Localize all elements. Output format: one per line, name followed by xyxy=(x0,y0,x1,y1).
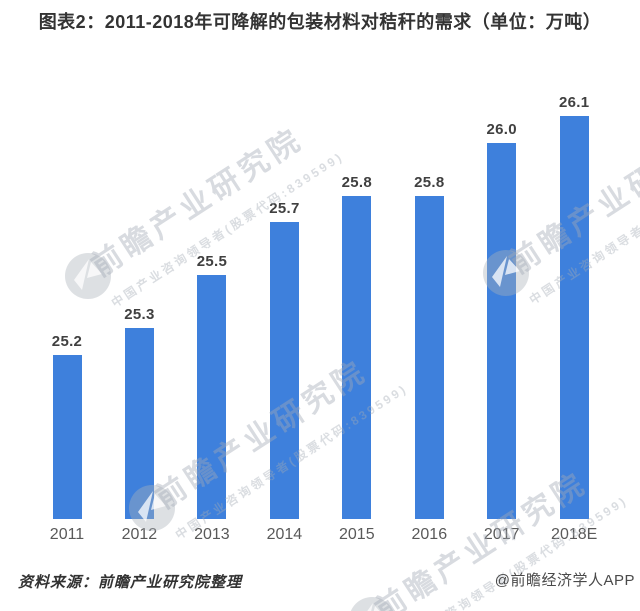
x-tick-2012: 2012 xyxy=(121,526,158,543)
bar-2016 xyxy=(414,196,444,519)
value-label-2012: 25.3 xyxy=(124,306,155,323)
value-label-2013: 25.5 xyxy=(196,253,228,270)
bar-2017 xyxy=(487,143,517,519)
value-label-2014: 25.7 xyxy=(269,200,300,217)
bar-2013 xyxy=(197,275,227,519)
bar-2012 xyxy=(124,328,154,519)
bar-2014 xyxy=(269,222,299,519)
bar-2015 xyxy=(342,196,372,519)
value-label-2017: 26.0 xyxy=(486,121,517,138)
chart-title: 图表2：2011-2018年可降解的包装材料对秸秆的需求（单位：万吨） xyxy=(38,12,602,32)
x-tick-2018E: 2018E xyxy=(551,526,598,543)
value-label-2015: 25.8 xyxy=(341,174,372,191)
value-label-2011: 25.2 xyxy=(51,333,83,350)
source-note: 资料来源：前瞻产业研究院整理 xyxy=(18,574,243,591)
value-label-2018E: 26.1 xyxy=(558,94,590,111)
x-tick-2016: 2016 xyxy=(411,526,448,543)
app-credit: @前瞻经济学人APP xyxy=(494,572,635,589)
value-label-2016: 25.8 xyxy=(414,174,445,191)
bar-2011 xyxy=(52,355,82,519)
x-tick-2013: 2013 xyxy=(194,526,230,543)
bar-2018E xyxy=(559,116,589,519)
x-tick-2017: 2017 xyxy=(483,526,520,543)
x-tick-2011: 2011 xyxy=(49,526,85,543)
x-tick-2015: 2015 xyxy=(339,526,375,543)
x-tick-2014: 2014 xyxy=(266,526,303,543)
